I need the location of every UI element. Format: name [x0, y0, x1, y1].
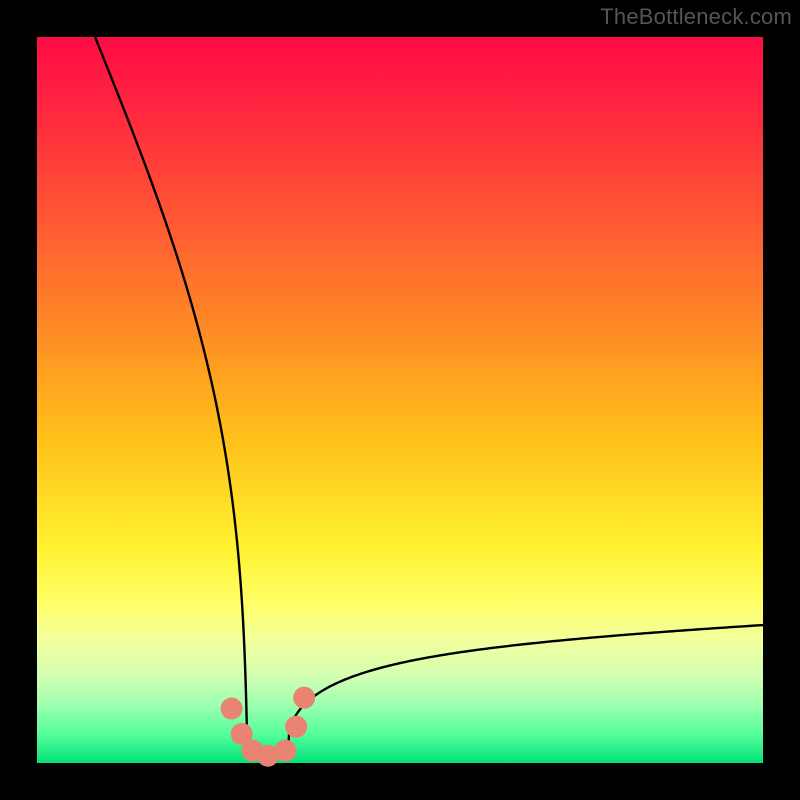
data-marker	[293, 687, 315, 709]
data-marker	[221, 698, 243, 720]
data-marker	[274, 740, 296, 762]
chart-svg	[0, 0, 800, 800]
plot-area-gradient	[37, 37, 763, 763]
chart-container: TheBottleneck.com	[0, 0, 800, 800]
data-marker	[285, 716, 307, 738]
